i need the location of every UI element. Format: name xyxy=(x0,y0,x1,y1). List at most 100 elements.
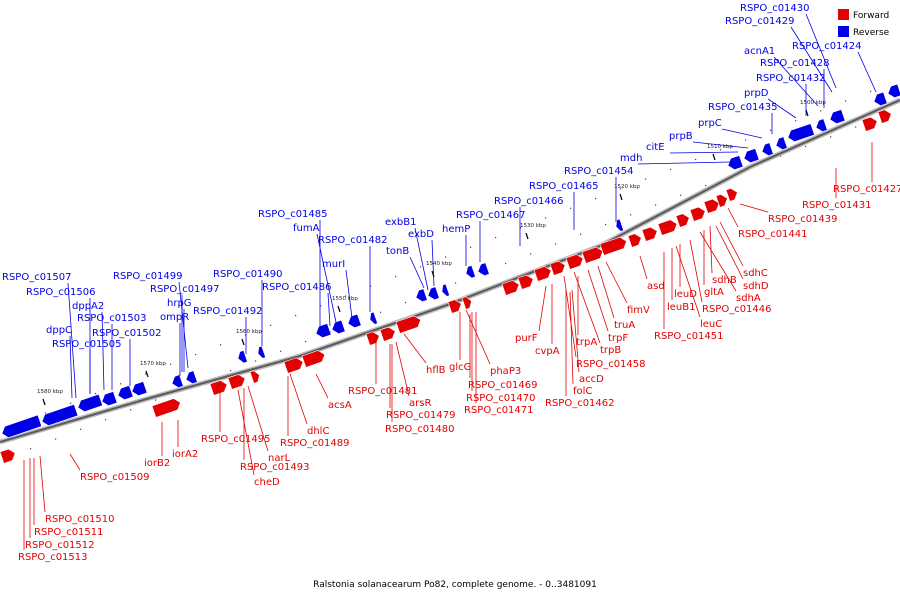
reverse-gene-label-acna1: acnA1 xyxy=(744,46,775,57)
reverse-gene-label-hemp: hemP xyxy=(442,224,470,235)
forward-leader-line xyxy=(289,373,308,425)
reverse-gene-label-rspo-c01466: RSPO_c01466 xyxy=(494,196,564,207)
forward-gene-arrow xyxy=(725,188,738,202)
reverse-gene-label-exbb1: exbB1 xyxy=(385,217,416,228)
forward-gene-label-rspo-c01427: RSPO_c01427 xyxy=(833,184,900,195)
scale-minor-dot xyxy=(230,370,232,372)
forward-gene-label-rspo-c01462: RSPO_c01462 xyxy=(545,398,615,409)
scale-minor-dot xyxy=(530,253,532,255)
scale-minor-dot xyxy=(445,256,447,258)
forward-gene-label-rspo-c01493: RSPO_c01493 xyxy=(240,462,310,473)
reverse-leader-line xyxy=(857,51,877,93)
scale-ticks: 1580 kbp 1570 kbp 1560 kbp 1550 kbp 1540 kbp… xyxy=(20,90,882,450)
reverse-gene-label-fuma: fumA xyxy=(293,223,320,234)
reverse-gene-arrow xyxy=(101,391,118,407)
forward-gene-arrow xyxy=(395,315,422,334)
forward-gene-label-cvpa: cvpA xyxy=(535,346,560,357)
reverse-gene-label-rspo-c01497: RSPO_c01497 xyxy=(150,284,220,295)
reverse-gene-arrow xyxy=(415,288,428,303)
reverse-gene-label-ompr: ompR xyxy=(160,312,189,323)
reverse-gene-arrow xyxy=(887,83,900,99)
forward-gene-arrow xyxy=(599,236,627,256)
scale-minor-dot xyxy=(470,246,472,248)
scale-minor-dot xyxy=(320,305,322,307)
forward-gene-arrow xyxy=(227,374,246,390)
forward-leader-line xyxy=(563,275,577,358)
reverse-gene-arrow xyxy=(347,313,362,329)
reverse-gene-label-rspo-c01499: RSPO_c01499 xyxy=(113,271,183,282)
scale-minor-dot xyxy=(280,350,282,352)
forward-leader-line xyxy=(569,291,574,385)
reverse-gene-label-rspo-c01429: RSPO_c01429 xyxy=(725,16,795,27)
scale-minor-dot xyxy=(55,438,57,440)
forward-leader-line xyxy=(715,225,744,280)
forward-gene-arrow xyxy=(249,370,260,384)
reverse-gene-arrow xyxy=(331,319,346,335)
scale-minor-dot xyxy=(695,158,697,161)
scale-minor-dot xyxy=(855,126,857,128)
reverse-leader-line xyxy=(431,239,435,287)
reverse-gene-label-rspo-c01503: RSPO_c01503 xyxy=(77,313,147,324)
reverse-leader-line xyxy=(721,128,763,139)
scale-minor-dot xyxy=(255,360,257,362)
forward-gene-arrow xyxy=(379,326,396,342)
forward-gene-label-leub1: leuB1 xyxy=(667,302,696,313)
forward-gene-label-rspo-c01439: RSPO_c01439 xyxy=(768,214,838,225)
forward-gene-label-rspo-c01458: RSPO_c01458 xyxy=(576,359,646,370)
scale-minor-dot xyxy=(620,188,622,190)
forward-gene-arrow xyxy=(565,254,584,270)
forward-gene-label-rspo-c01489: RSPO_c01489 xyxy=(280,438,350,449)
forward-leader-line xyxy=(247,385,269,452)
reverse-gene-arrow xyxy=(117,385,134,401)
scale-minor-dot xyxy=(380,311,382,313)
scale-tick-label: 1500 kbp xyxy=(800,100,826,106)
forward-leader-line xyxy=(587,269,609,332)
scale-minor-dot xyxy=(745,139,747,141)
forward-gene-label-arsr: arsR xyxy=(409,398,431,409)
scale-minor-dot xyxy=(630,214,632,216)
reverse-gene-arrow xyxy=(41,403,79,427)
forward-gene-label-sdha: sdhA xyxy=(736,293,761,304)
scale-minor-dot xyxy=(80,428,82,430)
forward-gene-arrow xyxy=(301,350,326,368)
scale-minor-dot xyxy=(130,409,132,411)
reverse-gene-label-muri: murI xyxy=(322,259,345,270)
forward-gene-label-rspo-c01470: RSPO_c01470 xyxy=(466,393,536,404)
scale-minor-dot xyxy=(270,324,272,326)
forward-leader-line xyxy=(597,265,615,319)
forward-gene-label-rspo-c01510: RSPO_c01510 xyxy=(45,514,115,525)
reverse-gene-label-cite: citE xyxy=(646,142,665,153)
forward-gene-arrow xyxy=(627,233,642,248)
reverse-leader-line xyxy=(692,141,749,149)
scale-minor-dot xyxy=(580,233,582,235)
forward-gene-label-folc: folC xyxy=(573,386,592,397)
scale-minor-dot xyxy=(395,275,397,278)
scale-tick-label: 1530 kbp xyxy=(520,223,546,229)
forward-gene-arrow xyxy=(549,260,566,276)
reverse-gene-arrow xyxy=(1,414,43,439)
reverse-leader-line xyxy=(669,151,739,154)
forward-gene-label-rspo-c01441: RSPO_c01441 xyxy=(738,229,808,240)
forward-gene-label-rspo-c01512: RSPO_c01512 xyxy=(25,540,95,551)
forward-gene-label-ched: cheD xyxy=(254,477,280,488)
reverse-gene-arrow xyxy=(171,374,184,389)
scale-minor-dot xyxy=(845,100,847,102)
scale-tick-label: 1550 kbp xyxy=(332,296,358,302)
scale-minor-dot xyxy=(345,295,347,297)
forward-gene-label-trua: truA xyxy=(614,320,635,331)
reverse-gene-label-prpd: prpD xyxy=(744,88,769,99)
scale-minor-dot xyxy=(45,412,47,414)
forward-gene-label-rspo-c01451: RSPO_c01451 xyxy=(654,331,724,342)
scale-minor-dot xyxy=(105,418,107,421)
reverse-gene-label-exbd: exbD xyxy=(408,229,434,240)
reverse-gene-label-dppa2: dppA2 xyxy=(72,301,104,312)
reverse-gene-label-hrpg: hrpG xyxy=(167,298,192,309)
forward-leader-line xyxy=(39,455,46,513)
forward-leader-line xyxy=(69,453,81,471)
forward-gene-arrow xyxy=(0,448,16,464)
forward-gene-label-purf: purF xyxy=(515,333,538,344)
forward-gene-arrow xyxy=(533,266,552,282)
leader-lines xyxy=(23,13,877,550)
forward-leader-line xyxy=(605,261,628,304)
reverse-gene-label-rspo-c01507: RSPO_c01507 xyxy=(2,272,72,283)
